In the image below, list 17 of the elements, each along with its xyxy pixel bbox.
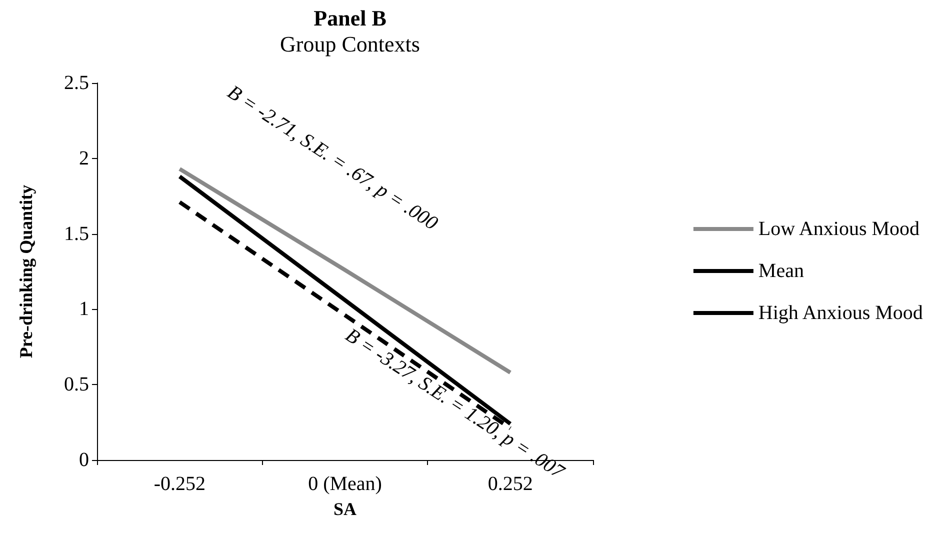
y-tick-label: 1 [79,298,89,320]
x-tick-label: 0 (Mean) [308,473,382,495]
chart-title: Panel B [314,6,387,30]
x-tick-label: 0.252 [488,473,533,495]
y-tick-label: 2 [79,147,89,170]
y-axis-title: Pre-drinking Quantity [16,184,36,358]
legend-label: Low Anxious Mood [758,218,920,240]
chart-subtitle: Group Contexts [280,32,420,56]
y-tick-label: 2.5 [64,72,89,94]
y-tick-label: 1.5 [64,222,89,245]
legend-label: Mean [758,260,804,282]
legend-label: High Anxious Mood [758,302,923,324]
x-tick-label: -0.252 [154,473,206,495]
y-tick-label: 0 [79,449,89,471]
annotation: B = -2.71, S.E. = .67, p = .000 [223,81,442,235]
x-axis-title: SA [333,499,357,519]
y-tick-label: 0.5 [64,374,89,396]
